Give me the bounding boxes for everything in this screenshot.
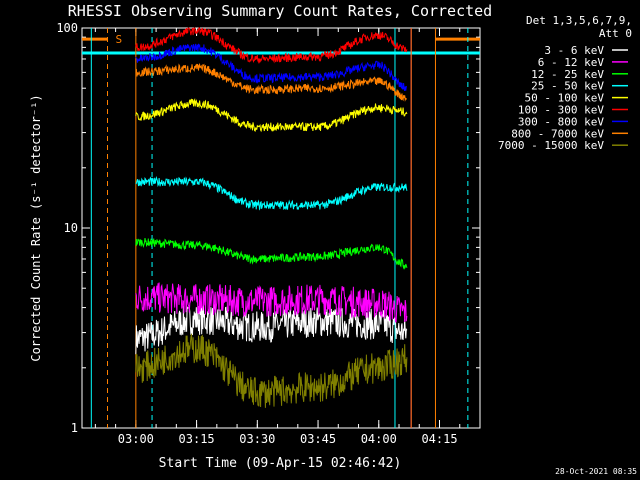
annotation-s: S (116, 33, 123, 46)
x-tick-label: 03:00 (118, 432, 154, 446)
legend-label: 300 - 800 keV (518, 115, 604, 128)
legend-label: 100 - 300 keV (518, 104, 604, 117)
series-line-1 (135, 282, 408, 323)
plot-area: 1 10 100 03:00 03:15 03:30 03:45 04:00 04:15 S (56, 21, 481, 446)
legend-label: 7000 - 15000 keV (498, 139, 604, 152)
legend-label: 3 - 6 keV (544, 44, 604, 57)
legend-label: 800 - 7000 keV (511, 127, 604, 140)
timestamp: 28-Oct-2021 08:35 (555, 467, 637, 476)
y-axis-label: Corrected Count Rate (s⁻¹ detector⁻¹) (29, 94, 43, 361)
x-tick-label: 04:15 (421, 432, 457, 446)
legend-label: 12 - 25 keV (531, 68, 604, 81)
series-line-6 (135, 43, 407, 92)
series-line-8 (135, 333, 408, 408)
series-line-0 (135, 303, 408, 355)
series-line-3 (135, 175, 408, 211)
x-tick-label: 03:15 (179, 432, 215, 446)
legend-header-line-2: Att 0 (599, 27, 632, 40)
series-line-7 (135, 62, 408, 102)
legend-header-line-1: Det 1,3,5,6,7,9, (526, 14, 632, 27)
y-tick-label: 1 (71, 421, 78, 435)
legend-label: 50 - 100 keV (525, 92, 605, 105)
x-tick-label: 03:45 (300, 432, 336, 446)
x-axis-label: Start Time (09-Apr-15 02:46:42) (159, 456, 402, 471)
x-tick-label: 04:00 (361, 432, 397, 446)
series-line-2 (135, 238, 408, 270)
series-line-5 (135, 27, 408, 64)
legend-label: 6 - 12 keV (538, 56, 605, 69)
y-tick-label: 100 (56, 21, 78, 35)
chart-title: RHESSI Observing Summary Count Rates, Co… (68, 2, 492, 20)
series-line-4 (135, 97, 408, 133)
y-tick-label: 10 (64, 221, 78, 235)
x-tick-label: 03:30 (239, 432, 275, 446)
legend-label: 25 - 50 keV (531, 80, 604, 93)
